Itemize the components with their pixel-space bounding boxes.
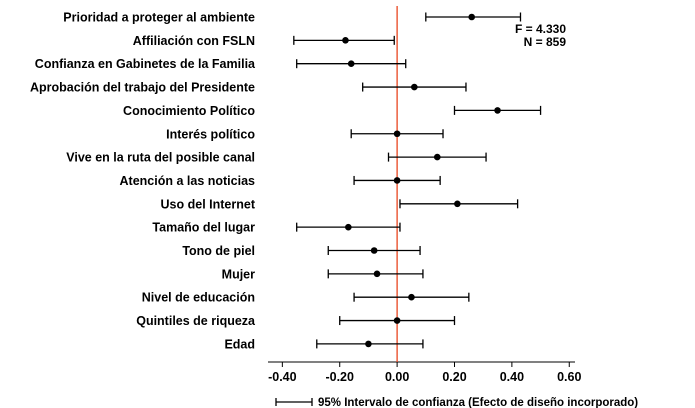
estimate-point (342, 37, 349, 44)
category-label: Edad (224, 337, 255, 351)
estimate-point (393, 130, 401, 138)
category-label: Vive en la ruta del posible canal (66, 151, 255, 165)
x-tick-label: 0.40 (500, 370, 524, 384)
estimate-point (454, 200, 461, 208)
estimate-point (408, 293, 415, 301)
estimate-marks (293, 12, 542, 349)
category-label: Mujer (222, 267, 255, 281)
f-statistic: F = 4.330 (515, 22, 566, 36)
category-label: Aprobación del trabajo del Presidente (30, 81, 255, 95)
category-labels: Prioridad a proteger al ambiente Affiliac… (30, 11, 256, 352)
category-label: Uso del Internet (161, 197, 256, 211)
x-tick-label: 0.00 (385, 370, 409, 384)
estimate-point (468, 13, 476, 21)
category-label: Nivel de educación (142, 291, 255, 305)
category-label: Interés político (166, 127, 255, 141)
x-axis: -0.40 -0.20 0.00 0.20 0.40 0.60 (268, 361, 581, 384)
estimate-point (373, 270, 381, 278)
category-label: Tamaño del lugar (152, 221, 255, 235)
category-label: Atención a las noticias (120, 174, 256, 188)
estimate-point (347, 60, 355, 67)
x-tick-label: -0.40 (268, 370, 297, 384)
x-tick-label: -0.20 (325, 370, 354, 384)
legend: 95% Intervalo de confianza (Efecto de di… (275, 397, 638, 408)
estimate-point (494, 107, 501, 114)
category-label: Tono de piel (182, 244, 255, 258)
estimate-point (411, 83, 418, 91)
estimate-point (365, 340, 372, 348)
estimate-point (393, 177, 401, 184)
category-label: Quintiles de riqueza (136, 314, 256, 328)
x-tick-label: 0.60 (557, 370, 581, 384)
category-label: Conocimiento Político (123, 104, 255, 118)
category-label: Prioridad a proteger al ambiente (63, 11, 255, 25)
estimate-point (393, 317, 401, 324)
category-label: Confianza en Gabinetes de la Familia (35, 57, 256, 71)
category-label: Affiliación con FSLN (133, 34, 255, 48)
estimate-point (345, 223, 352, 231)
legend-label: 95% Intervalo de confianza (Efecto de di… (318, 397, 638, 408)
n-statistic: N = 859 (524, 35, 567, 49)
x-tick-label: 0.20 (442, 370, 466, 384)
estimate-point (370, 247, 378, 254)
estimate-point (433, 153, 441, 161)
